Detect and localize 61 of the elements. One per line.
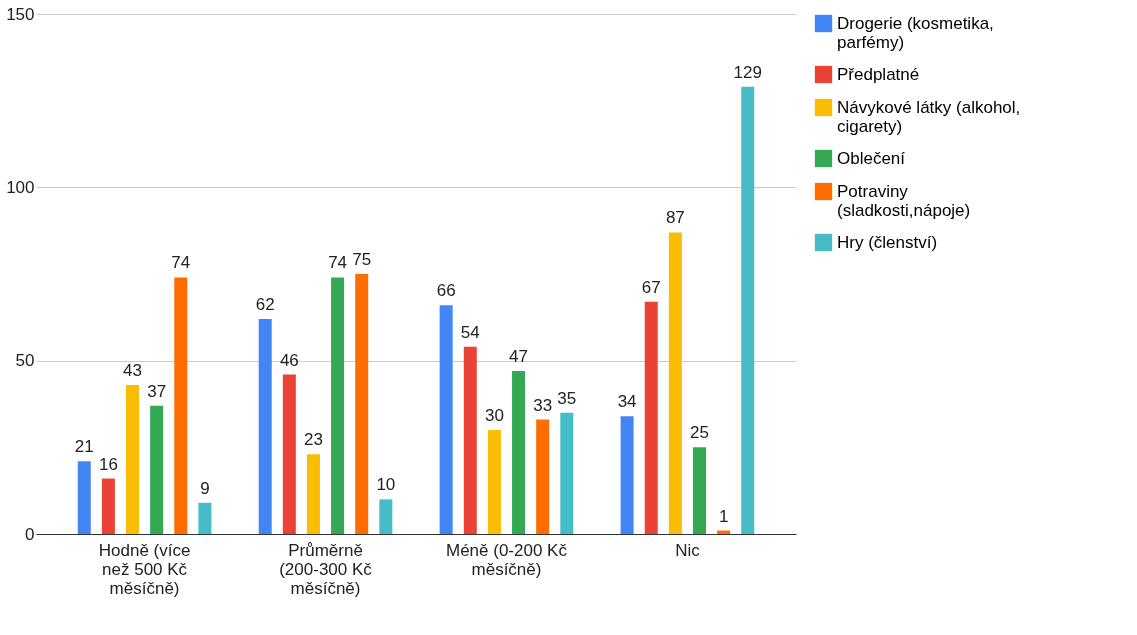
bar <box>379 499 393 534</box>
data-label: 1 <box>718 506 729 526</box>
bar <box>692 447 706 534</box>
data-label: 47 <box>509 347 528 367</box>
bar <box>463 346 477 534</box>
data-label: 62 <box>255 295 275 315</box>
bar <box>355 274 369 534</box>
x-tick-label: Hodně (více než 500 Kč měsíčně) <box>98 540 191 598</box>
data-label: 74 <box>171 253 191 273</box>
legend-label: Hry (členství) <box>837 232 938 252</box>
x-tick-label: Průměrně (200-300 Kč měsíčně) <box>279 540 373 598</box>
bar <box>198 502 212 534</box>
data-label: 46 <box>279 350 299 370</box>
bar <box>620 416 634 534</box>
y-tick-label: 0 <box>25 524 35 544</box>
data-label: 54 <box>460 322 480 342</box>
data-label: 67 <box>641 277 661 297</box>
data-label: 35 <box>557 388 577 408</box>
data-label: 30 <box>484 406 504 425</box>
bar <box>512 371 526 534</box>
data-label: 75 <box>352 250 372 269</box>
bar <box>150 405 164 534</box>
data-label: 10 <box>376 475 396 495</box>
legend-label: Drogerie (kosmetika, parfémy) <box>837 13 994 52</box>
data-label: 34 <box>617 392 637 412</box>
x-tick-label: Méně (0-200 Kč měsíčně) <box>446 540 568 579</box>
bar <box>487 430 501 534</box>
data-label: 21 <box>74 437 94 457</box>
y-tick-label: 150 <box>6 4 35 24</box>
bar <box>101 478 115 534</box>
legend-label: Předplatné <box>837 64 920 84</box>
data-label: 74 <box>328 253 348 273</box>
y-tick-label: 100 <box>6 177 35 197</box>
bar <box>439 305 453 534</box>
data-label: 25 <box>690 423 709 443</box>
bar <box>306 454 320 534</box>
x-tick-label: Nic <box>675 540 701 560</box>
y-tick-label: 50 <box>15 351 35 371</box>
bar <box>282 374 296 534</box>
data-label: 33 <box>533 395 553 415</box>
data-label: 43 <box>123 360 142 380</box>
data-label: 87 <box>665 208 685 228</box>
bar <box>560 412 574 534</box>
bar <box>668 232 682 534</box>
bar <box>536 419 550 534</box>
bar <box>331 277 345 534</box>
legend-label: Potraviny (sladkosti,nápoje) <box>837 181 971 220</box>
legend-label: Oblečení <box>837 148 906 168</box>
data-label: 9 <box>200 478 210 498</box>
data-label: 129 <box>733 62 762 82</box>
data-label: 23 <box>304 430 323 450</box>
bar <box>126 384 140 534</box>
bar <box>174 277 188 534</box>
bar <box>77 461 91 534</box>
bar <box>258 319 272 534</box>
data-label: 37 <box>147 381 167 401</box>
bar <box>741 86 755 534</box>
bar <box>644 301 658 534</box>
data-label: 16 <box>98 454 118 474</box>
legend-label: Návykové látky (alkohol, cigarety) <box>837 97 1021 136</box>
data-label: 66 <box>436 281 456 301</box>
